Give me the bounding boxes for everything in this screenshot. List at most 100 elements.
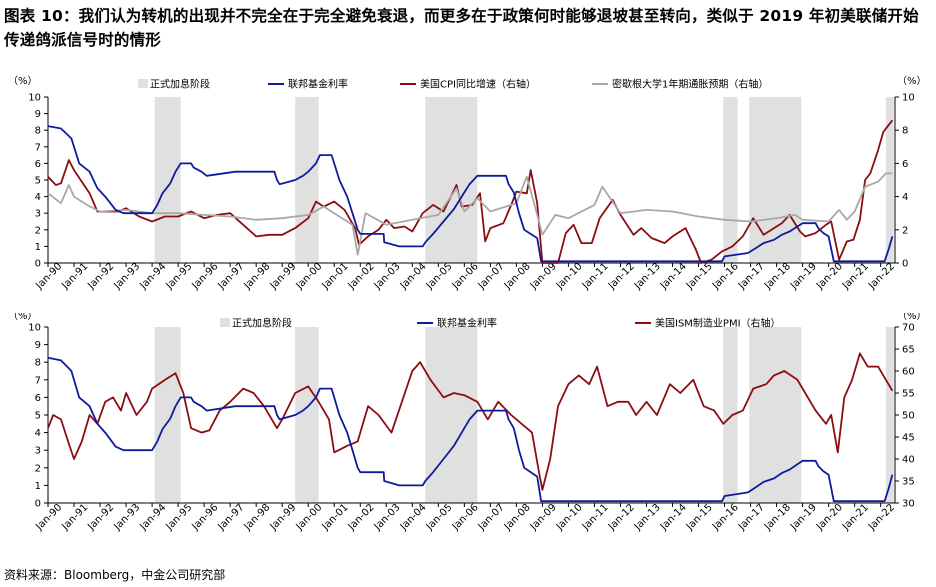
x-tick-label: Jan-15 — [684, 502, 715, 533]
x-tick-label: Jan-00 — [294, 502, 325, 533]
left-axis-unit: （%） — [8, 313, 38, 322]
x-tick-label: Jan-96 — [190, 261, 221, 292]
hike-period-band — [885, 97, 894, 263]
hike-period-band — [749, 327, 802, 503]
x-tick-label: Jan-05 — [424, 502, 455, 533]
x-tick-label: Jan-10 — [554, 261, 585, 292]
series-line — [47, 125, 894, 263]
left-tick-label: 10 — [28, 323, 41, 334]
x-tick-label: Jan-19 — [788, 502, 819, 533]
left-tick-label: 4 — [35, 192, 41, 203]
x-tick-label: Jan-91 — [59, 261, 90, 292]
series-line — [47, 172, 893, 256]
left-tick-label: 2 — [35, 225, 41, 236]
right-axis-unit: （%） — [897, 313, 927, 322]
x-tick-label: Jan-92 — [85, 502, 116, 533]
x-tick-label: Jan-94 — [137, 261, 168, 292]
left-tick-label: 4 — [35, 428, 41, 439]
x-tick-label: Jan-99 — [268, 261, 299, 292]
x-tick-label: Jan-03 — [372, 261, 403, 292]
left-tick-label: 10 — [28, 93, 41, 104]
x-tick-label: Jan-21 — [840, 502, 871, 533]
x-tick-label: Jan-93 — [111, 502, 142, 533]
right-tick-label: 65 — [902, 345, 915, 356]
x-tick-label: Jan-05 — [424, 261, 455, 292]
right-tick-label: 0 — [902, 259, 908, 270]
hike-shading — [154, 97, 894, 263]
x-tick-label: Jan-00 — [294, 261, 325, 292]
right-tick-label: 35 — [902, 477, 915, 488]
legend-label: 美国ISM制造业PMI（右轴） — [655, 317, 781, 330]
x-tick-label: Jan-02 — [346, 502, 377, 533]
left-tick-label: 5 — [35, 411, 41, 422]
legend-label: 正式加息阶段 — [232, 317, 292, 330]
right-tick-label: 50 — [902, 411, 915, 422]
x-tick-label: Jan-19 — [788, 261, 819, 292]
x-tick-label: Jan-14 — [658, 502, 689, 533]
left-tick-label: 5 — [35, 176, 41, 187]
hike-period-band — [749, 97, 802, 263]
right-tick-label: 2 — [902, 225, 908, 236]
left-tick-label: 8 — [35, 358, 41, 369]
x-tick-label: Jan-03 — [372, 502, 403, 533]
hike-period-band — [295, 327, 319, 503]
x-tick-label: Jan-12 — [606, 261, 637, 292]
x-tick-label: Jan-01 — [320, 502, 351, 533]
x-tick-label: Jan-11 — [580, 261, 611, 292]
x-tick-label: Jan-04 — [398, 502, 429, 533]
left-tick-label: 6 — [35, 393, 41, 404]
left-tick-label: 8 — [35, 126, 41, 137]
x-tick-label: Jan-17 — [736, 502, 767, 533]
x-tick-label: Jan-09 — [528, 502, 559, 533]
right-tick-label: 60 — [902, 367, 915, 378]
x-tick-label: Jan-93 — [111, 261, 142, 292]
x-tick-label: Jan-17 — [736, 261, 767, 292]
x-tick-label: Jan-11 — [580, 502, 611, 533]
legend-label: 美国CPI同比增速（右轴） — [420, 78, 536, 91]
x-tick-label: Jan-20 — [814, 261, 845, 292]
legend-swatch-hike — [138, 79, 148, 88]
x-tick-label: Jan-15 — [684, 261, 715, 292]
x-tick-label: Jan-95 — [164, 502, 195, 533]
x-tick-label: Jan-21 — [840, 261, 871, 292]
x-tick-label: Jan-98 — [242, 261, 273, 292]
x-tick-label: Jan-01 — [320, 261, 351, 292]
x-tick-label: Jan-96 — [190, 502, 221, 533]
left-tick-label: 2 — [35, 463, 41, 474]
left-tick-label: 9 — [35, 340, 41, 351]
x-tick-label: Jan-13 — [632, 261, 663, 292]
right-tick-label: 55 — [902, 389, 915, 400]
x-tick-label: Jan-99 — [268, 502, 299, 533]
right-tick-label: 40 — [902, 455, 915, 466]
figure-title: 图表 10：我们认为转机的出现并不完全在于完全避免衰退，而更多在于政策何时能够退… — [4, 7, 919, 49]
x-tick-label: Jan-02 — [346, 261, 377, 292]
x-tick-label: Jan-98 — [242, 502, 273, 533]
right-tick-label: 45 — [902, 433, 915, 444]
x-tick-label: Jan-10 — [554, 502, 585, 533]
hike-period-band — [723, 97, 738, 263]
x-tick-label: Jan-16 — [710, 502, 741, 533]
legend-label: 密歇根大学1年期通胀预期（右轴） — [612, 78, 768, 91]
x-tick-label: Jan-14 — [658, 261, 689, 292]
x-tick-label: Jan-08 — [502, 261, 533, 292]
series-line — [47, 356, 894, 503]
right-tick-label: 6 — [902, 159, 908, 170]
left-tick-label: 7 — [35, 375, 41, 386]
legend-swatch-hike — [220, 318, 230, 327]
x-tick-label: Jan-94 — [137, 502, 168, 533]
right-tick-label: 10 — [902, 93, 915, 104]
x-tick-label: Jan-09 — [528, 261, 559, 292]
x-tick-label: Jan-97 — [216, 261, 247, 292]
source-note: 资料来源：Bloomberg，中金公司研究部 — [4, 568, 226, 582]
x-tick-label: Jan-04 — [398, 261, 429, 292]
legend-label: 正式加息阶段 — [150, 78, 210, 91]
hike-shading — [154, 327, 894, 503]
x-tick-label: Jan-91 — [59, 502, 90, 533]
x-tick-label: Jan-06 — [450, 502, 481, 533]
left-tick-label: 1 — [35, 481, 41, 492]
x-tick-label: Jan-20 — [814, 502, 845, 533]
left-tick-label: 1 — [35, 242, 41, 253]
x-tick-label: Jan-07 — [476, 261, 507, 292]
left-tick-label: 3 — [35, 209, 41, 220]
x-tick-label: Jan-06 — [450, 261, 481, 292]
